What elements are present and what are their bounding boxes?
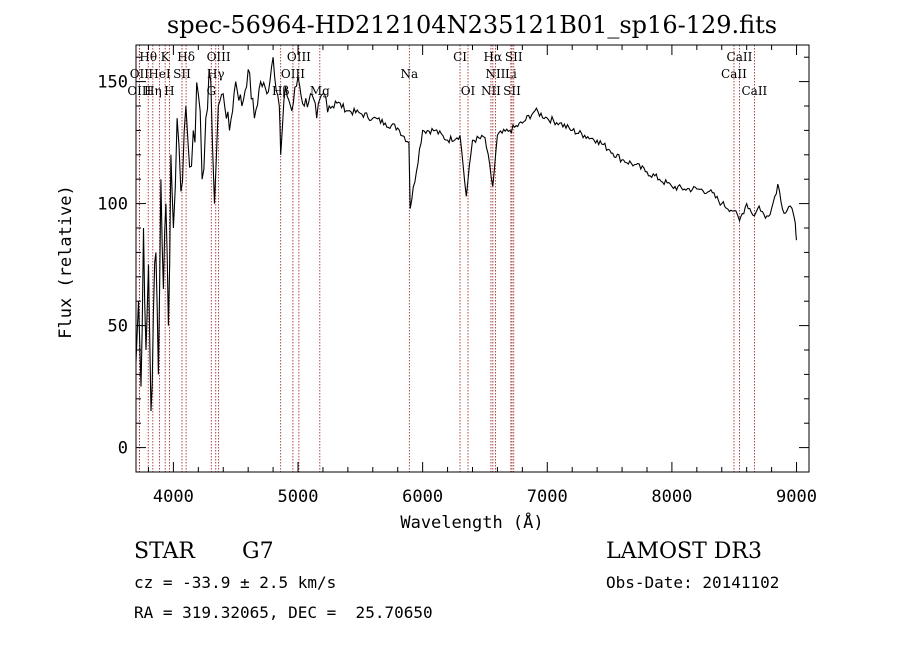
line-label-12: Hγ — [207, 67, 225, 81]
line-label-8: CaII — [727, 50, 753, 64]
object-class: STAR — [134, 539, 195, 564]
line-label-0: Hθ — [139, 50, 157, 64]
obs-date: Obs-Date: 20141102 — [606, 573, 780, 592]
x-tick-label-1: 5000 — [278, 487, 319, 507]
line-label-15: NII — [485, 67, 505, 81]
line-label-16: Li — [505, 67, 517, 81]
line-label-5: CI — [453, 50, 467, 64]
plot-frame — [135, 44, 810, 473]
line-label-4: OIII — [287, 50, 311, 64]
line-label-13: OIII — [281, 67, 305, 81]
x-tick-label-0: 4000 — [153, 487, 194, 507]
line-label-7: SII — [505, 50, 523, 64]
y-tick-label-3: 150 — [97, 73, 128, 93]
line-label-26: SII — [503, 84, 521, 98]
y-axis-label: Flux (relative) — [56, 185, 76, 339]
x-tick-label-3: 7000 — [527, 487, 568, 507]
y-tick-label-0: 0 — [118, 439, 128, 459]
object-subclass: G7 — [242, 539, 274, 564]
line-label-18: OIII — [127, 84, 151, 98]
x-tick-label-4: 8000 — [651, 487, 692, 507]
x-axis-label: Wavelength (Å) — [400, 511, 543, 533]
line-label-17: CaII — [721, 67, 747, 81]
line-label-1: K — [161, 50, 171, 64]
line-label-10: HeI — [148, 67, 171, 81]
line-label-24: OI — [461, 84, 476, 98]
x-axis-ticks: 4000 5000 6000 7000 8000 9000 — [147, 45, 817, 507]
x-tick-label-5: 9000 — [776, 487, 817, 507]
line-label-14: Na — [400, 67, 418, 81]
y-tick-label-2: 100 — [97, 195, 128, 215]
survey-name: LAMOST DR3 — [606, 539, 762, 564]
cz-value: cz = -33.9 ± 2.5 km/s — [134, 573, 337, 592]
spectral-line-markers — [138, 45, 755, 472]
line-label-2: Hδ — [177, 50, 195, 64]
line-label-19: Hη — [144, 84, 162, 98]
line-label-25: NII — [481, 84, 501, 98]
line-label-27: CaII — [741, 84, 767, 98]
line-label-3: OIII — [207, 50, 231, 64]
spectrum-series-line — [135, 57, 798, 412]
chart-title: spec-56964-HD212104N235121B01_sp16-129.f… — [167, 11, 777, 39]
x-tick-label-2: 6000 — [402, 487, 443, 507]
line-label-11: SII — [173, 67, 191, 81]
line-label-20: H — [164, 84, 174, 98]
coordinates: RA = 319.32065, DEC = 25.70650 — [134, 603, 433, 622]
y-tick-label-1: 50 — [108, 317, 128, 337]
line-label-9: OII — [130, 67, 150, 81]
y-axis-ticks: 0 50 100 150 — [97, 56, 809, 473]
line-label-6: Hα — [484, 50, 503, 64]
